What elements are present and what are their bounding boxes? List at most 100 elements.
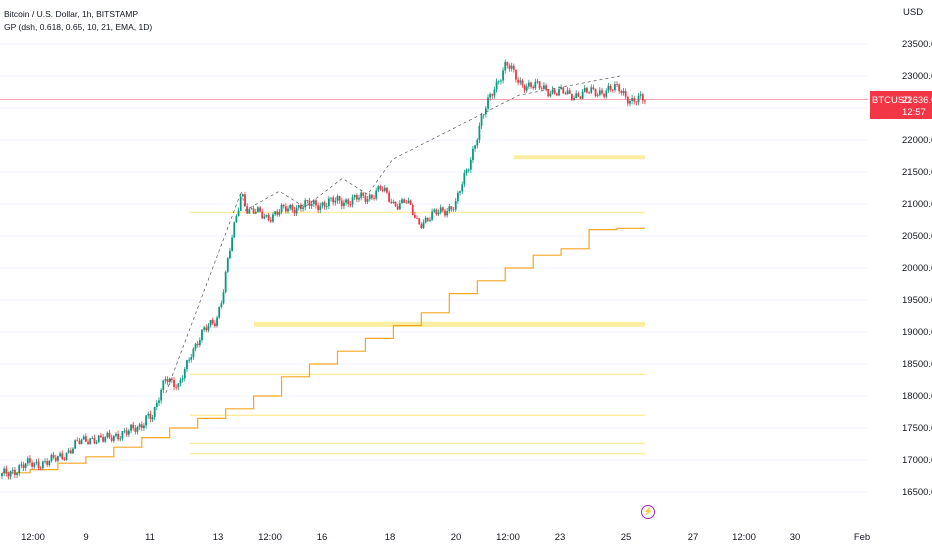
candle-body (306, 200, 309, 201)
price-axis[interactable]: USD23500.0023000.0022500.0022000.0021500… (902, 7, 932, 498)
time-tick-label: 30 (790, 532, 801, 543)
candle-body (46, 461, 49, 465)
candle-body (220, 303, 223, 308)
candle-body (588, 92, 590, 94)
candle-body (478, 125, 481, 140)
candle-body (644, 100, 646, 102)
candle-body (257, 207, 259, 213)
candle-body (282, 204, 285, 207)
candle-body (411, 204, 414, 216)
candle-body (504, 62, 507, 71)
candle-body (196, 343, 199, 346)
candle-body (188, 359, 190, 361)
last-price-tag: BTCUSD 22636.00 12:57 (870, 91, 932, 119)
candle-body (521, 80, 524, 86)
candle-body (213, 323, 216, 327)
candle-body (532, 86, 535, 88)
candle-body (265, 214, 268, 217)
candle-body (635, 101, 638, 103)
candle-body (153, 406, 156, 418)
indicator-label[interactable]: GP (dsh, 0.618, 0.65, 10, 21, EMA, 1D) (4, 22, 153, 32)
candle-body (418, 218, 421, 225)
candle-body (444, 210, 446, 216)
candle-body (39, 467, 42, 469)
candle-body (639, 94, 642, 96)
candle-body (564, 93, 567, 95)
candle-body (549, 93, 552, 97)
candle-body (104, 437, 107, 442)
candle-body (192, 348, 195, 358)
candle-body (517, 79, 520, 83)
candle-body (295, 207, 298, 214)
candle-body (581, 91, 584, 99)
candle-body (235, 216, 238, 223)
candle-body (551, 89, 554, 94)
candle-body (164, 379, 167, 381)
candle-body (375, 190, 378, 199)
candle-body (319, 205, 322, 211)
candle-body (515, 69, 517, 80)
candle-body (259, 207, 261, 212)
candle-body (484, 108, 487, 115)
candle-body (147, 413, 150, 416)
candle-body (383, 187, 386, 191)
candle-body (618, 84, 621, 92)
candle-body (3, 468, 6, 474)
candle-body (216, 317, 218, 327)
candle-body (22, 464, 25, 468)
candle-body (226, 258, 229, 272)
candle-body (312, 200, 315, 204)
price-tick-label: 22000.00 (902, 135, 932, 146)
candle-body (457, 192, 459, 202)
candle-body (446, 211, 449, 216)
candle-body (416, 217, 418, 219)
time-tick-label: 20 (451, 532, 462, 543)
candle-body (115, 433, 117, 436)
candle-body (558, 89, 560, 96)
candle-body (130, 424, 132, 431)
candle-body (583, 87, 586, 92)
candle-body (620, 91, 623, 93)
candle-body (222, 292, 225, 304)
candle-body (97, 435, 100, 443)
candle-body (155, 402, 158, 407)
candle-body (577, 93, 580, 97)
candle-body (448, 206, 451, 212)
chart-legend: Bitcoin / U.S. Dollar, 1h, BITSTAMP GP (… (4, 8, 152, 34)
candle-body (609, 85, 612, 90)
candle-body (140, 424, 143, 428)
candles (1, 59, 646, 480)
candle-body (626, 96, 629, 104)
candle-body (31, 462, 34, 467)
candle-body (57, 456, 59, 461)
candle-body (239, 196, 242, 211)
price-tick-label: 20500.00 (902, 231, 932, 242)
candle-body (607, 85, 610, 91)
candle-body (362, 192, 365, 196)
price-tick-label: 23000.00 (902, 71, 932, 82)
lightning-event-icon[interactable]: ⚡ (641, 505, 655, 519)
candle-body (525, 86, 528, 91)
symbol-title[interactable]: Bitcoin / U.S. Dollar, 1h, BITSTAMP (4, 9, 138, 19)
candle-body (420, 224, 423, 229)
candle-body (538, 81, 541, 89)
candle-body (489, 94, 492, 98)
candle-body (20, 464, 23, 466)
candle-body (269, 220, 272, 222)
candle-body (323, 202, 326, 207)
candle-body (482, 114, 485, 116)
candle-body (523, 85, 526, 91)
candle-body (11, 470, 14, 472)
last-price-symbol: BTCUSD (872, 95, 912, 106)
candle-body (37, 461, 40, 468)
candle-body (224, 271, 227, 293)
candle-body (136, 426, 139, 432)
candle-body (502, 70, 504, 81)
candle-body (586, 87, 588, 93)
time-axis[interactable]: 12:00 9 11 13 12:00 16 18 20 12:00 23 25 27 12:00 30 F… (21, 532, 870, 543)
candle-body (467, 169, 470, 171)
candle-body (183, 369, 186, 379)
candle-body (205, 327, 208, 331)
candle-body (274, 211, 277, 215)
